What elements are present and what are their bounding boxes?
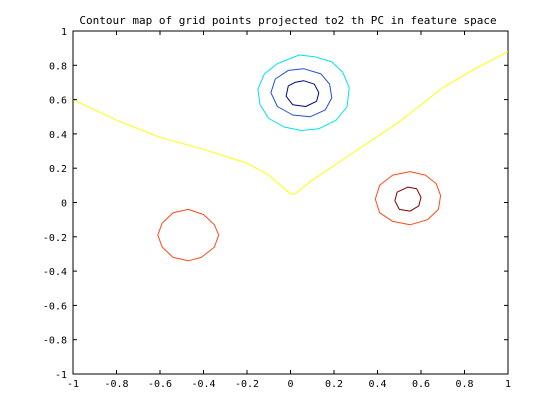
y-tick-label: -0.6 — [43, 301, 67, 312]
y-tick-label: -0.8 — [43, 336, 67, 347]
y-tick-label: 0.2 — [49, 164, 67, 175]
y-tick-label: 0.6 — [49, 96, 67, 107]
x-tick-label: -0.2 — [235, 379, 259, 390]
x-tick-label: 0.4 — [368, 379, 386, 390]
x-tick-label: -1 — [67, 379, 79, 390]
x-tick-label: 0.6 — [412, 379, 430, 390]
y-tick-label: -0.2 — [43, 233, 67, 244]
plot-area-frame — [73, 31, 508, 374]
x-tick-label: 0.2 — [325, 379, 343, 390]
x-tick-label: -0.4 — [191, 379, 215, 390]
x-tick-label: 0 — [287, 379, 293, 390]
y-tick-label: 1 — [61, 27, 67, 38]
x-tick-label: -0.6 — [148, 379, 172, 390]
x-tick-label: 0.8 — [455, 379, 473, 390]
y-tick-label: 0 — [61, 199, 67, 210]
y-tick-label: 0.4 — [49, 130, 67, 141]
y-tick-label: -0.4 — [43, 267, 67, 278]
chart-title: Contour map of grid points projected to2… — [79, 14, 496, 27]
x-tick-label: 1 — [505, 379, 511, 390]
y-tick-label: 0.8 — [49, 61, 67, 72]
x-tick-label: -0.8 — [104, 379, 128, 390]
y-tick-label: -1 — [55, 370, 67, 381]
